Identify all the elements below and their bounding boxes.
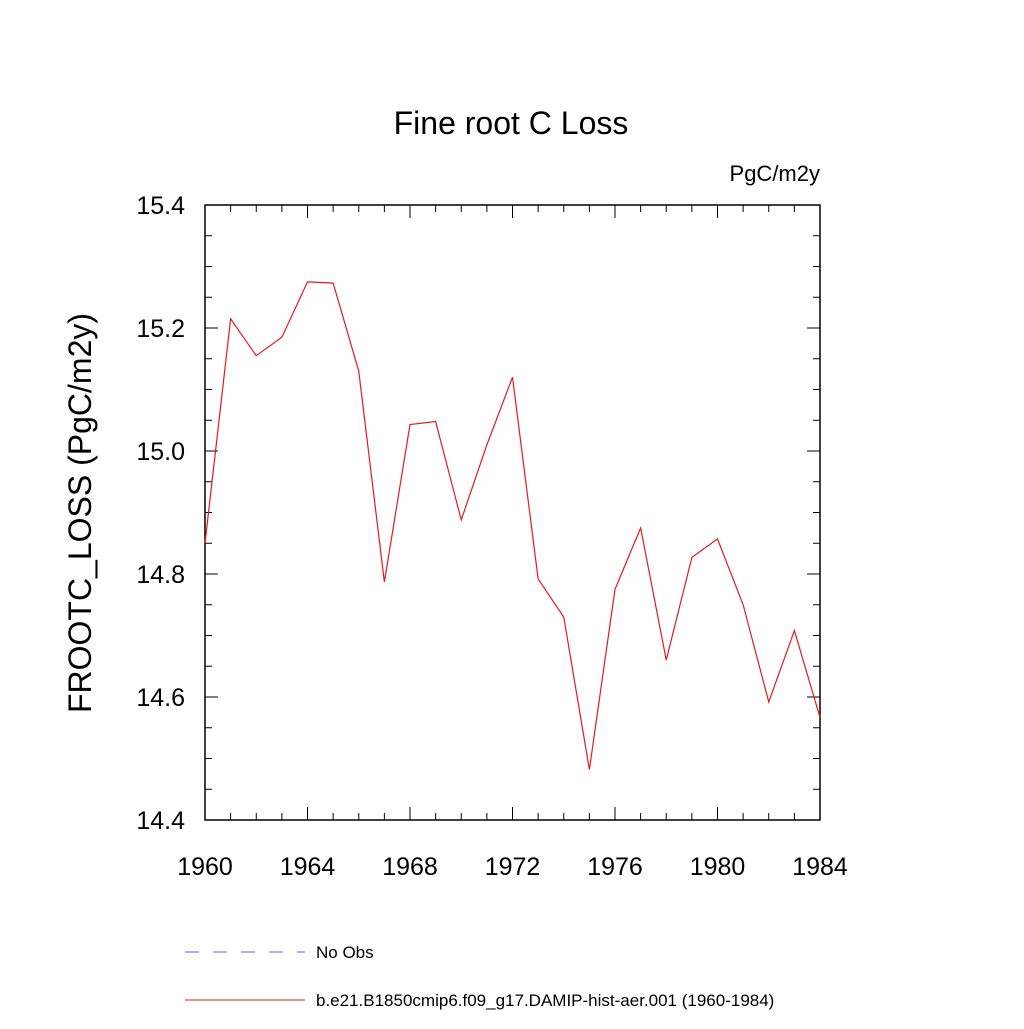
data-point [640,527,641,528]
data-point [307,281,308,282]
data-point [819,717,820,718]
data-point [538,578,539,579]
x-tick-label: 1976 [587,853,643,881]
units-label: PgC/m2y [730,161,820,186]
y-tick-label: 15.4 [136,192,185,220]
data-point [666,660,667,661]
data-point [461,519,462,520]
legend: No Obs b.e21.B1850cmip6.f09_g17.DAMIP-his… [185,943,774,1010]
x-tick-label: 1960 [177,853,233,881]
chart-title: Fine root C Loss [394,105,629,141]
data-point [589,769,590,770]
data-point [204,543,205,544]
data-point [256,355,257,356]
data-point [435,421,436,422]
data-point [717,538,718,539]
data-point [358,370,359,371]
x-tick-label: 1980 [690,853,746,881]
data-point [563,616,564,617]
y-tick-label: 14.4 [136,807,185,835]
legend-label: No Obs [316,943,374,962]
plot-frame [204,204,821,821]
legend-label: b.e21.B1850cmip6.f09_g17.DAMIP-hist-aer.… [316,991,774,1010]
data-point [384,581,385,582]
data-point [333,283,334,284]
data-point [409,424,410,425]
data-point [486,444,487,445]
data-point [281,337,282,338]
y-tick-label: 15.0 [136,438,185,466]
series-line [204,281,821,770]
x-tick-label: 1972 [485,853,541,881]
x-tick-label: 1964 [280,853,336,881]
x-tick-label: 1984 [792,853,848,881]
data-point [512,377,513,378]
plot-area: 14.4 14.6 14.8 15.0 15.2 15.4 1960 1964 1968 1972… [136,192,848,881]
x-tick-label: 1968 [382,853,438,881]
data-point [768,701,769,702]
data-point [794,630,795,631]
data-point [614,589,615,590]
y-tick-label: 15.2 [136,315,185,343]
y-axis-title: FROOTC_LOSS (PgC/m2y) [62,313,98,713]
y-tick-label: 14.8 [136,561,185,589]
y-tick-label: 14.6 [136,684,185,712]
data-point [691,557,692,558]
data-point [230,318,231,319]
data-point [743,604,744,605]
